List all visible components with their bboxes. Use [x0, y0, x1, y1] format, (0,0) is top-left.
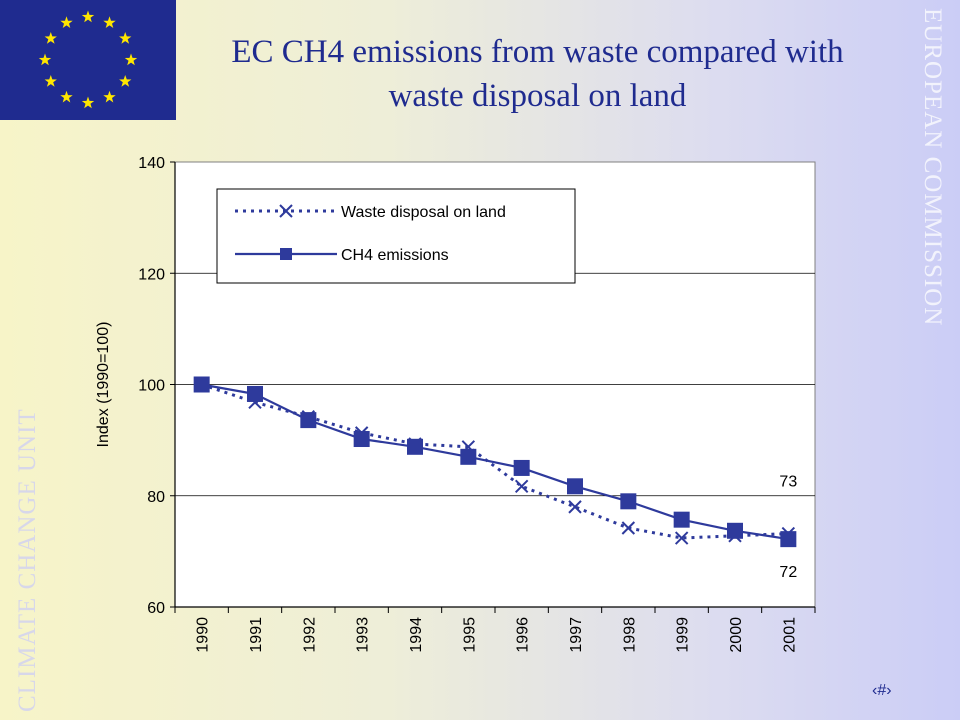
page-number: ‹#› — [872, 682, 892, 699]
flag-star-icon — [60, 16, 73, 28]
legend-marker-ch4 — [280, 248, 292, 260]
x-tick-label: 1999 — [675, 617, 692, 653]
eu-flag — [0, 0, 176, 120]
y-axis-label: Index (1990=100) — [95, 322, 112, 448]
data-label: 73 — [779, 474, 797, 491]
legend-label: CH4 emissions — [341, 247, 449, 264]
data-point-waste-disposal — [568, 500, 582, 514]
data-point-ch4 — [407, 438, 423, 455]
data-point-ch4 — [353, 431, 370, 448]
data-point-ch4 — [567, 478, 583, 495]
flag-star-icon — [60, 90, 73, 103]
data-point-ch4 — [673, 511, 690, 528]
flag-star-icon — [44, 32, 57, 44]
climate-change-unit-label: CLIMATE CHANGE UNIT — [14, 408, 41, 712]
x-tick-label: 1996 — [515, 617, 532, 653]
data-point-ch4 — [727, 522, 743, 539]
legend-marker-waste-disposal — [279, 204, 293, 218]
data-point-ch4 — [780, 531, 797, 548]
x-tick-label: 1997 — [568, 617, 585, 653]
x-tick-label: 1990 — [195, 617, 212, 653]
x-tick-label: 2000 — [728, 617, 745, 653]
data-point-waste-disposal — [621, 521, 636, 535]
eu-stars-icon — [38, 10, 138, 109]
data-point-ch4 — [247, 385, 263, 402]
data-point-waste-disposal — [514, 479, 529, 494]
y-tick-label: 140 — [138, 155, 165, 172]
x-tick-label: 1994 — [408, 617, 425, 653]
y-tick-label: 60 — [147, 600, 165, 617]
page-title: EC CH4 emissions from waste compared wit… — [185, 30, 890, 118]
x-tick-label: 1993 — [355, 617, 372, 653]
y-tick-label: 120 — [138, 266, 165, 283]
y-tick-label: 80 — [147, 489, 165, 506]
flag-star-icon — [103, 16, 116, 28]
x-tick-label: 1995 — [461, 617, 478, 653]
flag-star-icon — [103, 90, 116, 103]
flag-star-icon — [119, 32, 132, 44]
flag-star-icon — [81, 10, 95, 23]
x-tick-label: 2001 — [781, 617, 798, 653]
y-tick-label: 100 — [138, 378, 165, 395]
data-point-waste-disposal — [674, 531, 689, 545]
data-point-ch4 — [513, 459, 530, 476]
series-line-ch4 — [201, 383, 789, 541]
title-line-1: EC CH4 emissions from waste compared wit… — [231, 34, 844, 70]
data-point-ch4 — [460, 448, 477, 465]
legend — [216, 188, 576, 284]
data-label: 72 — [779, 564, 797, 581]
x-tick-label: 1992 — [301, 617, 318, 653]
flag-star-icon — [38, 53, 52, 66]
flag-star-icon — [119, 75, 132, 87]
flag-star-icon — [44, 75, 57, 87]
x-tick-label: 1998 — [621, 617, 638, 653]
flag-star-icon — [81, 96, 95, 109]
x-tick-label: 1991 — [248, 617, 265, 653]
data-point-ch4 — [620, 493, 637, 510]
data-point-ch4 — [193, 376, 210, 393]
data-point-ch4 — [300, 412, 317, 429]
title-line-2: waste disposal on land — [388, 78, 687, 114]
european-commission-label: EUROPEAN COMMISSION — [919, 8, 946, 327]
line-chart: 60 80 100 120 140 1990 1991 1992 1993 1994 1995 199… — [95, 155, 816, 653]
flag-star-icon — [124, 53, 138, 66]
legend-label: Waste disposal on land — [341, 204, 506, 221]
